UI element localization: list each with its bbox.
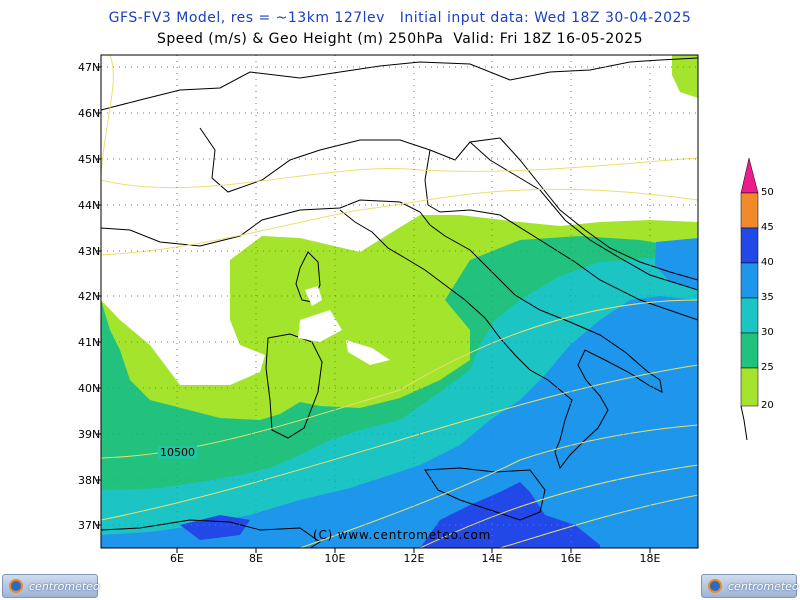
lat-label: 41N bbox=[78, 336, 101, 349]
lat-label: 38N bbox=[78, 474, 101, 487]
lat-label: 46N bbox=[78, 107, 101, 120]
chart-title-line1: GFS-FV3 Model, res = ~13km 127lev Initia… bbox=[108, 10, 692, 26]
colorbar-segment-25 bbox=[740, 332, 759, 369]
centrometeo-globe-icon bbox=[708, 579, 722, 593]
logo-text: centrometeo bbox=[728, 580, 799, 593]
colorbar-segment-50plus bbox=[740, 157, 759, 194]
speed-band-35-40 bbox=[101, 296, 698, 548]
lat-label: 47N bbox=[78, 61, 101, 74]
lon-label: 12E bbox=[403, 552, 425, 565]
colorbar-label: 50 bbox=[761, 187, 774, 198]
lat-label: 40N bbox=[78, 382, 101, 395]
lat-label: 43N bbox=[78, 245, 101, 258]
lat-label: 39N bbox=[78, 428, 101, 441]
lat-label: 45N bbox=[78, 153, 101, 166]
colorbar-segment-45 bbox=[740, 192, 759, 229]
colorbar-segment-30 bbox=[740, 297, 759, 334]
centrometeo-logo-left[interactable]: centrometeo bbox=[2, 574, 100, 598]
colorbar-label: 25 bbox=[761, 362, 774, 373]
low-speed-patch-tyrrhenian bbox=[346, 340, 390, 365]
lat-lon-grid bbox=[101, 55, 698, 548]
contour-label-10500: 10500 bbox=[158, 446, 197, 459]
colorbar-label: 30 bbox=[761, 327, 774, 338]
colorbar bbox=[740, 157, 759, 441]
lon-label: 16E bbox=[560, 552, 582, 565]
map-frame bbox=[100, 54, 699, 549]
lat-label: 44N bbox=[78, 199, 101, 212]
speed-band-40-45-west bbox=[180, 515, 250, 540]
lon-label: 6E bbox=[170, 552, 184, 565]
chart-title-line2: Speed (m/s) & Geo Height (m) 250hPa Vali… bbox=[156, 31, 644, 47]
logo-text: centrometeo bbox=[29, 580, 100, 593]
colorbar-tail bbox=[740, 405, 748, 441]
colorbar-label: 35 bbox=[761, 292, 774, 303]
low-speed-patch-corsica bbox=[305, 286, 322, 306]
centrometeo-globe-icon bbox=[9, 579, 23, 593]
centrometeo-logo-right[interactable]: centrometeo bbox=[701, 574, 799, 598]
lon-label: 8E bbox=[249, 552, 263, 565]
colorbar-label: 40 bbox=[761, 257, 774, 268]
low-speed-patch-sardinia-north bbox=[298, 310, 342, 342]
colorbar-label: 45 bbox=[761, 222, 774, 233]
colorbar-segment-35 bbox=[740, 262, 759, 299]
colorbar-segment-20 bbox=[740, 367, 759, 407]
lat-label: 37N bbox=[78, 519, 101, 532]
lat-label: 42N bbox=[78, 290, 101, 303]
lon-label: 18E bbox=[639, 552, 661, 565]
copyright-text: (C) www.centrometeo.com bbox=[313, 528, 492, 542]
lon-label: 14E bbox=[481, 552, 503, 565]
coastlines bbox=[101, 57, 698, 548]
colorbar-label: 20 bbox=[761, 400, 774, 411]
axis-ticks bbox=[96, 66, 651, 553]
speed-band-20-25-east bbox=[672, 55, 698, 98]
lon-label: 10E bbox=[324, 552, 346, 565]
colorbar-segment-40 bbox=[740, 227, 759, 264]
